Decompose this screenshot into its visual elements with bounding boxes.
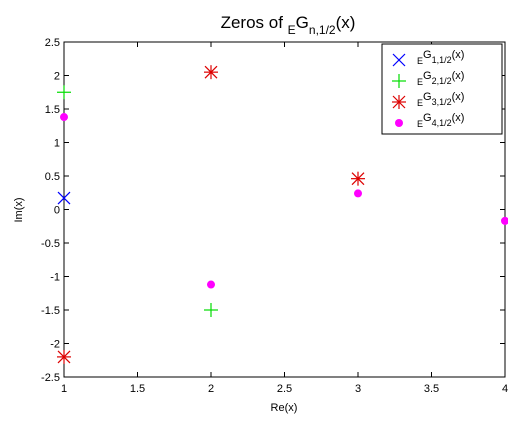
legend-box xyxy=(381,43,503,135)
chart-title-sub1: E xyxy=(288,23,296,37)
chart-title-main: G xyxy=(296,13,309,32)
x-tick-0: 1 xyxy=(61,42,67,395)
legend-marker-2 xyxy=(392,74,406,88)
x-tick-label: 3.5 xyxy=(424,383,439,395)
data-points xyxy=(57,65,508,364)
legend-item-3: EG3,1/2(x) xyxy=(392,91,464,109)
y-tick-label: -1 xyxy=(50,272,60,284)
y-axis-label: Im(x) xyxy=(13,197,25,222)
y-tick-10: 2.5 xyxy=(45,37,505,49)
x-tick-label: 1.5 xyxy=(130,383,145,395)
x-axis-label: Re(x) xyxy=(271,402,298,414)
legend: EG1,1/2(x) EG2,1/2(x) EG3,1/2(x) EG4,1/2(x) xyxy=(381,43,503,135)
axis-ticks: 1 1.5 2 2.5 3 3.5 4 -2.5 -2 -1.5 -1 -0.5 0 0.5 1 1.5 2 2.… xyxy=(41,37,508,395)
legend-item-4: EG4,1/2(x) xyxy=(395,112,464,129)
data-point-s2-2 xyxy=(204,303,218,317)
data-point-s1-1 xyxy=(57,191,71,205)
data-point-s4-2 xyxy=(207,280,215,289)
legend-item-2: EG2,1/2(x) xyxy=(392,70,464,88)
y-tick-label: 2 xyxy=(54,71,60,83)
legend-label-1: EG1,1/2(x) xyxy=(417,49,464,66)
y-tick-7: 1 xyxy=(54,138,505,150)
x-tick-label: 3 xyxy=(355,383,361,395)
y-tick-label: -2 xyxy=(50,339,60,351)
legend-label-2: EG2,1/2(x) xyxy=(417,70,464,87)
y-tick-label: -1.5 xyxy=(41,305,60,317)
chart-title: Zeros of EGn,1/2(x) xyxy=(221,13,356,37)
y-tick-label: 2.5 xyxy=(45,37,60,49)
x-tick-label: 4 xyxy=(502,383,508,395)
y-tick-label: -2.5 xyxy=(41,372,60,384)
legend-item-1: EG1,1/2(x) xyxy=(392,49,464,67)
y-tick-0: -2.5 xyxy=(41,372,505,384)
data-point-s4-1 xyxy=(60,113,68,122)
y-tick-2: -1.5 xyxy=(41,305,505,317)
y-tick-label: -0.5 xyxy=(41,238,60,250)
chart-title-sub2: n,1/2 xyxy=(309,23,336,37)
y-tick-label: 1 xyxy=(54,138,60,150)
y-tick-1: -2 xyxy=(50,339,505,351)
legend-label-4: EG4,1/2(x) xyxy=(417,112,464,129)
x-tick-label: 2.5 xyxy=(277,383,292,395)
data-point-s3-1 xyxy=(57,349,71,364)
chart-title-suffix: (x) xyxy=(336,13,356,32)
y-tick-label: 0.5 xyxy=(45,171,60,183)
y-tick-label: 0 xyxy=(54,205,60,217)
y-tick-3: -1 xyxy=(50,272,505,284)
y-tick-4: -0.5 xyxy=(41,238,505,250)
x-tick-label: 1 xyxy=(61,383,67,395)
legend-marker-3 xyxy=(392,95,406,109)
x-tick-3: 2.5 xyxy=(277,42,292,395)
data-point-s3-3 xyxy=(351,171,365,186)
x-tick-4: 3 xyxy=(355,42,361,395)
chart-title-prefix: Zeros of xyxy=(221,13,288,32)
legend-marker-1 xyxy=(392,53,406,67)
legend-label-3: EG3,1/2(x) xyxy=(417,91,464,108)
y-tick-6: 0.5 xyxy=(45,171,505,183)
y-tick-5: 0 xyxy=(54,205,505,217)
legend-marker-4 xyxy=(395,119,403,127)
x-tick-6: 4 xyxy=(502,42,508,395)
data-point-s3-2 xyxy=(204,65,218,80)
x-tick-2: 2 xyxy=(208,42,214,395)
x-tick-label: 2 xyxy=(208,383,214,395)
x-tick-1: 1.5 xyxy=(130,42,145,395)
data-point-s4-3 xyxy=(354,189,362,198)
data-point-s4-4 xyxy=(501,216,508,225)
y-tick-label: 1.5 xyxy=(45,104,60,116)
data-point-s2-1 xyxy=(57,85,71,100)
